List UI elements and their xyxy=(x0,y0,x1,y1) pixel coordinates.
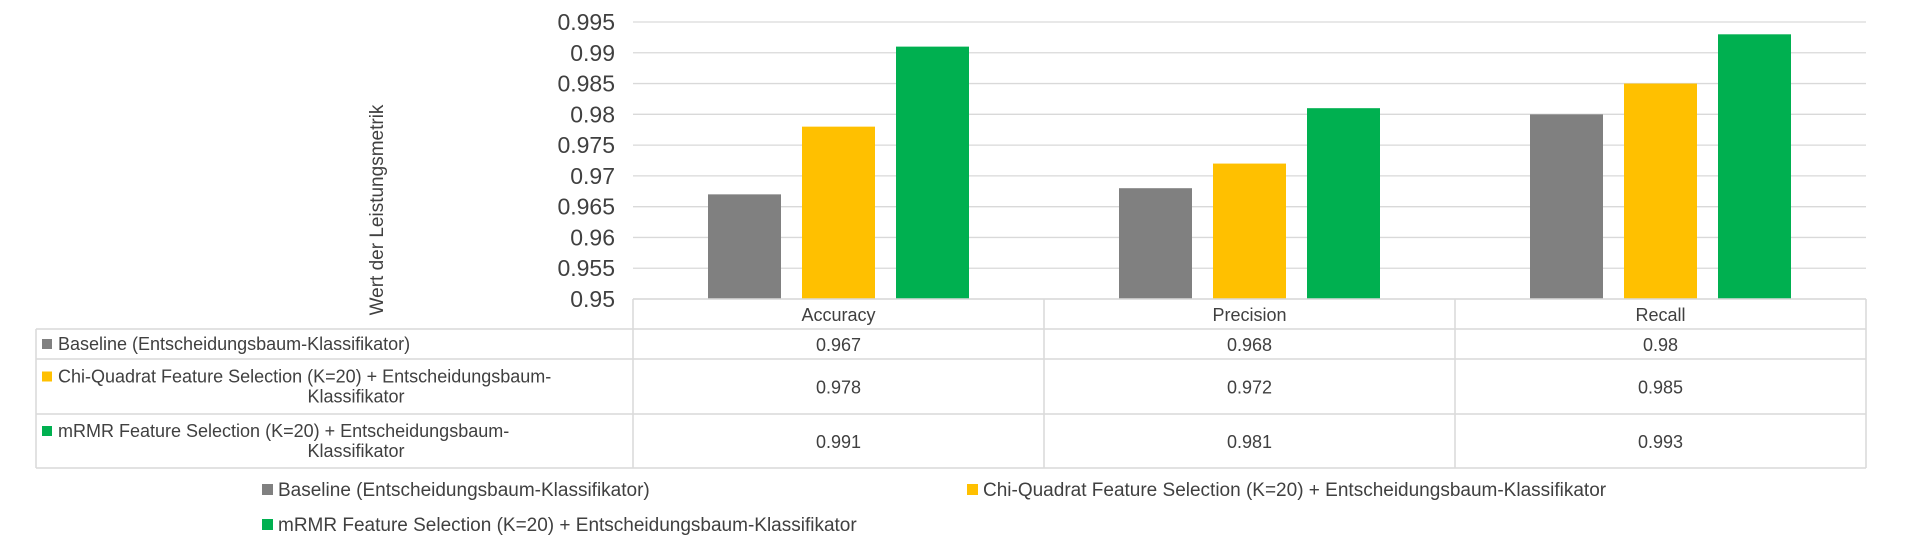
x-category-label: Recall xyxy=(1635,305,1685,325)
y-tick-label: 0.955 xyxy=(557,255,615,281)
bar xyxy=(1718,34,1791,300)
y-tick-label: 0.995 xyxy=(557,9,615,35)
bar xyxy=(1119,188,1192,299)
x-category-label: Precision xyxy=(1212,305,1286,325)
data-label: 0.972 xyxy=(1227,378,1272,398)
table-legend-key xyxy=(42,426,52,436)
data-label: 0.967 xyxy=(816,335,861,355)
data-label: 0.978 xyxy=(816,378,861,398)
legend-swatch xyxy=(262,519,273,530)
data-label: 0.991 xyxy=(816,432,861,452)
data-label: 0.981 xyxy=(1227,432,1272,452)
legend-swatch xyxy=(967,484,978,495)
y-tick-label: 0.975 xyxy=(557,132,615,158)
table-row-label: Baseline (Entscheidungsbaum-Klassifikato… xyxy=(58,334,410,354)
table-row-label: mRMR Feature Selection (K=20) + Entschei… xyxy=(58,421,509,441)
table-row-label: Klassifikator xyxy=(307,441,404,461)
x-category-label: Accuracy xyxy=(801,305,875,325)
legend-label: Chi-Quadrat Feature Selection (K=20) + E… xyxy=(983,480,1607,501)
y-axis-label: Wert der Leistungsmetrik xyxy=(367,104,388,315)
bar xyxy=(1624,83,1697,299)
table-row-label: Klassifikator xyxy=(307,387,404,407)
y-tick-label: 0.98 xyxy=(570,101,615,127)
y-tick-label: 0.97 xyxy=(570,163,615,189)
legend-label: mRMR Feature Selection (K=20) + Entschei… xyxy=(278,515,857,536)
data-label: 0.98 xyxy=(1643,335,1678,355)
bar xyxy=(896,46,969,299)
bar xyxy=(802,126,875,300)
data-label: 0.993 xyxy=(1638,432,1683,452)
data-label: 0.968 xyxy=(1227,335,1272,355)
data-label: 0.985 xyxy=(1638,378,1683,398)
y-tick-label: 0.96 xyxy=(570,224,615,250)
bar xyxy=(1530,114,1603,299)
y-tick-label: 0.985 xyxy=(557,71,615,97)
bar xyxy=(1307,108,1380,299)
legend-label: Baseline (Entscheidungsbaum-Klassifikato… xyxy=(278,480,650,501)
table-row-label: Chi-Quadrat Feature Selection (K=20) + E… xyxy=(58,367,551,387)
table-legend-key xyxy=(42,339,52,349)
table-legend-key xyxy=(42,371,52,382)
legend-swatch xyxy=(262,484,273,495)
y-tick-label: 0.965 xyxy=(557,194,615,220)
bar xyxy=(708,194,781,299)
y-tick-label: 0.99 xyxy=(570,40,615,66)
y-tick-label: 0.95 xyxy=(570,286,615,312)
bar xyxy=(1213,163,1286,299)
